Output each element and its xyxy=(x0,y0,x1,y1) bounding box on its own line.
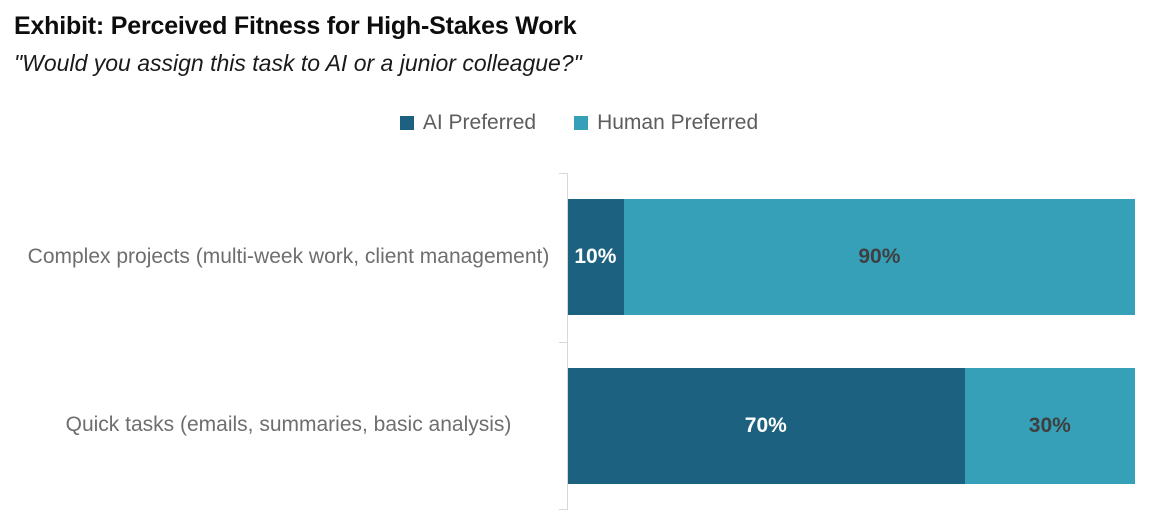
axis-tick xyxy=(559,173,567,174)
chart-title: Exhibit: Perceived Fitness for High-Stak… xyxy=(14,12,577,40)
bar-row-quick-tasks: Quick tasks (emails, summaries, basic an… xyxy=(0,342,1158,510)
legend: AI Preferred Human Preferred xyxy=(0,108,1158,138)
plot-area: Complex projects (multi-week work, clien… xyxy=(0,173,1158,510)
data-label: 90% xyxy=(858,245,901,269)
legend-item-ai-preferred[interactable]: AI Preferred xyxy=(399,111,537,135)
stacked-bar: 70% 30% xyxy=(567,367,1135,484)
axis-tick xyxy=(559,341,567,343)
legend-label-human: Human Preferred xyxy=(597,111,759,134)
category-axis-line xyxy=(567,173,568,510)
category-label: Quick tasks (emails, summaries, basic an… xyxy=(65,413,512,437)
legend-swatch-ai-icon xyxy=(399,116,414,130)
bar-segment-ai-preferred[interactable]: 10% xyxy=(567,199,624,316)
bar-segment-human-preferred[interactable]: 30% xyxy=(964,367,1135,484)
chart-subtitle: "Would you assign this task to AI or a j… xyxy=(14,50,582,76)
data-label: 10% xyxy=(574,245,617,269)
stacked-bar: 10% 90% xyxy=(567,199,1135,316)
legend-swatch-human-icon xyxy=(574,116,589,130)
category-label: Complex projects (multi-week work, clien… xyxy=(27,244,550,268)
legend-label-ai: AI Preferred xyxy=(422,111,537,134)
data-label: 70% xyxy=(744,413,787,437)
bar-segment-ai-preferred[interactable]: 70% xyxy=(567,367,965,484)
bar-segment-human-preferred[interactable]: 90% xyxy=(623,199,1135,316)
legend-item-human-preferred[interactable]: Human Preferred xyxy=(574,111,758,135)
data-label: 30% xyxy=(1028,413,1071,437)
bar-row-complex-projects: Complex projects (multi-week work, clien… xyxy=(0,173,1158,342)
